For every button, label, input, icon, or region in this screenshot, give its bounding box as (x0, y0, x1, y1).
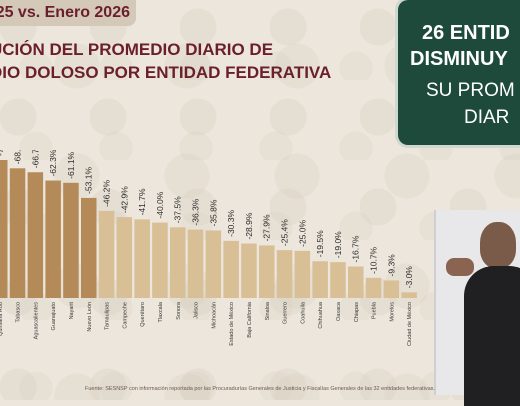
sign-language-interpreter-video (434, 210, 520, 406)
category-label: Tamaulipas (105, 302, 111, 330)
value-label: -30.3% (226, 210, 236, 237)
category-label: Sinaloa (265, 301, 271, 320)
bar-morelos (383, 280, 400, 298)
interpreter-body (464, 266, 520, 406)
bar-chihuahua (312, 261, 328, 298)
category-label: Campeche (122, 302, 128, 329)
bar-guanajuato (45, 180, 61, 298)
bar-sonora (170, 227, 186, 298)
bar-coahuila (294, 250, 311, 298)
value-label: -53.1% (84, 167, 94, 194)
summary-card-line3: SU PROM (426, 80, 515, 101)
chart-title-line1: UCIÓN DEL PROMEDIO DIARIO DE (0, 40, 274, 59)
bar-quintana-roo (0, 160, 8, 298)
value-label: -42.9% (119, 186, 129, 213)
value-label: -40.0% (155, 191, 165, 218)
value-label: -3.0% (404, 266, 414, 289)
bar-campeche (116, 217, 133, 298)
date-badge: 25 vs. Enero 2026 (0, 0, 136, 26)
value-label: -16.7% (351, 235, 361, 262)
bar-chiapas (348, 266, 364, 298)
bar-chart: -73.2% Quintana Roo -68.8% Tabasco -66.7% Agu… (0, 150, 417, 346)
bar-oaxaca (330, 262, 346, 298)
category-label: Baja California (247, 301, 253, 338)
bar-tamaulipas (98, 210, 115, 298)
category-label: Jalisco (194, 302, 200, 319)
category-label: Nayarit (69, 302, 75, 320)
category-label: Michoacán (211, 302, 217, 329)
summary-card-line4: DIAR (464, 107, 510, 128)
bar-nuevo-león (81, 197, 97, 298)
value-label: -61.1% (66, 151, 76, 178)
value-label: -36.3% (191, 198, 201, 225)
bar-aguascalientes (27, 172, 44, 298)
category-label: Chiapas (354, 302, 360, 322)
value-label: -28.9% (244, 212, 254, 239)
value-label: -9.3% (386, 254, 396, 277)
category-label: Estado de México (229, 302, 235, 346)
interpreter-head (480, 222, 516, 268)
category-label: Nuevo León (87, 302, 93, 332)
category-label: Ciudad de México (407, 302, 413, 346)
value-label: -46.2% (102, 180, 112, 207)
bar-tlaxcala (152, 222, 168, 298)
bar-baja-california (241, 243, 257, 298)
category-label: Quintana Roo (0, 302, 4, 336)
bar-jalisco (187, 229, 204, 298)
bar-querétaro (134, 219, 150, 298)
category-label: Oaxaca (336, 301, 342, 321)
bar-michoacán (205, 230, 222, 298)
category-label: Morelos (389, 302, 395, 322)
value-label: -37.5% (173, 196, 183, 223)
source-note: Fuente: SESNSP con información reportada… (85, 386, 435, 392)
category-label: Guerrero (283, 302, 289, 324)
value-label: -73.2% (0, 150, 5, 156)
value-label: -66.7% (30, 150, 40, 168)
category-label: Querétaro (140, 302, 146, 327)
bar-guerrero (276, 250, 293, 298)
summary-card: 26 ENTID DISMINUY SU PROM DIAR (398, 0, 520, 145)
date-badge-text: 25 vs. Enero 2026 (0, 4, 130, 21)
bar-puebla (365, 277, 382, 298)
category-label: Puebla (372, 301, 378, 319)
value-label: -19.0% (333, 231, 343, 258)
summary-card-line2: DISMINUY (410, 48, 508, 70)
category-label: Aguascalientes (33, 302, 39, 340)
category-label: Tabasco (16, 302, 22, 323)
value-label: -62.3% (48, 150, 58, 177)
category-label: Guanajuato (51, 302, 57, 330)
interpreter-hand (446, 258, 474, 276)
value-label: -41.7% (137, 188, 147, 215)
category-label: Tlaxcala (158, 301, 164, 322)
value-label: -25.4% (280, 219, 290, 246)
value-label: -35.8% (208, 199, 218, 226)
category-label: Sonora (176, 301, 182, 320)
bar-sinaloa (259, 245, 275, 298)
category-label: Chihuahua (318, 301, 324, 329)
bar-tabasco (9, 168, 26, 298)
bar-estado-de-méxico (223, 240, 239, 298)
value-label: -10.7% (369, 246, 379, 273)
summary-card-line1: 26 ENTID (422, 22, 510, 44)
value-label: -68.8% (13, 150, 23, 164)
value-label: -25.0% (297, 219, 307, 246)
value-label: -27.9% (262, 214, 272, 241)
category-label: Coahuila (300, 301, 306, 324)
bar-ciudad-de-méxico (401, 292, 417, 298)
chart-title-line2: DIO DOLOSO POR ENTIDAD FEDERATIVA (0, 63, 332, 82)
bar-nayarit (63, 182, 79, 298)
chart-title: UCIÓN DEL PROMEDIO DIARIO DE DIO DOLOSO … (0, 38, 380, 84)
value-label: -19.5% (315, 230, 325, 257)
